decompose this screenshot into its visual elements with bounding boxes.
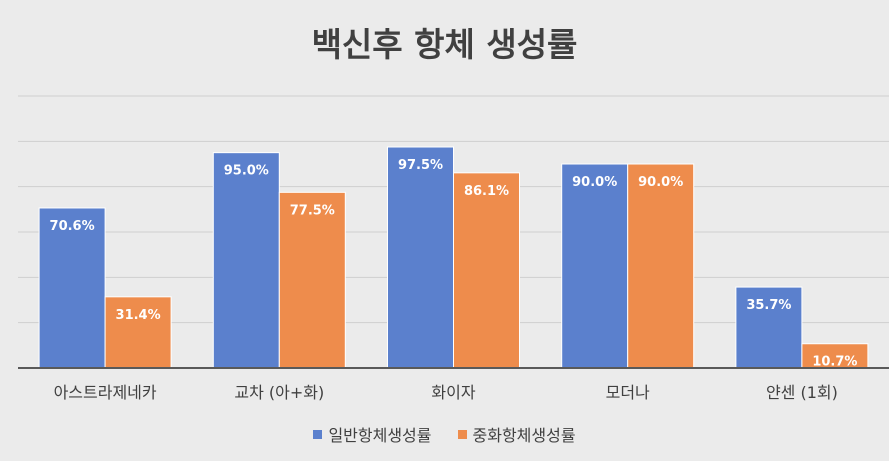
data-label-series-2-2: 77.5% xyxy=(290,203,335,218)
bar-series-1-3 xyxy=(387,146,454,369)
x-tick-label: 화이자 xyxy=(431,383,475,402)
x-tick-label: 교차 (아+화) xyxy=(234,383,324,402)
data-label-series-1-5: 35.7% xyxy=(746,298,791,313)
data-label-series-2-3: 86.1% xyxy=(464,184,509,199)
bar-series-2-3 xyxy=(453,172,520,369)
x-tick-label: 모더나 xyxy=(606,383,650,402)
x-tick-label: 얀센 (1회) xyxy=(766,383,838,402)
legend-swatch-series-1 xyxy=(313,429,323,439)
x-tick-label: 아스트라제네카 xyxy=(54,383,157,402)
data-label-series-1-1: 70.6% xyxy=(50,219,95,234)
data-label-series-1-2: 95.0% xyxy=(224,164,269,179)
bar-series-1-1 xyxy=(38,207,106,369)
data-label-series-2-4: 90.0% xyxy=(638,175,683,190)
bar-series-2-2 xyxy=(278,191,346,369)
bar-series-2-4 xyxy=(627,163,695,369)
data-label-series-1-3: 97.5% xyxy=(398,158,443,173)
legend-swatch-series-2 xyxy=(457,429,467,439)
legend-label-series-2: 중화항체생성률 xyxy=(472,426,576,445)
legend-label-series-1: 일반항체생성률 xyxy=(328,426,432,445)
legend-item-series-1: 일반항체생성률 xyxy=(313,422,432,446)
data-label-series-2-5: 10.7% xyxy=(812,355,857,370)
data-label-series-2-1: 31.4% xyxy=(116,308,161,323)
bar-series-1-2 xyxy=(212,152,280,369)
legend-item-series-2: 중화항체생성률 xyxy=(457,422,576,446)
bar-series-1-4 xyxy=(561,163,629,369)
legend: 일반항체생성률 중화항체생성률 xyxy=(0,422,889,446)
data-label-series-1-4: 90.0% xyxy=(572,175,617,190)
chart-title: 백신후 항체 생성률 xyxy=(311,25,578,64)
